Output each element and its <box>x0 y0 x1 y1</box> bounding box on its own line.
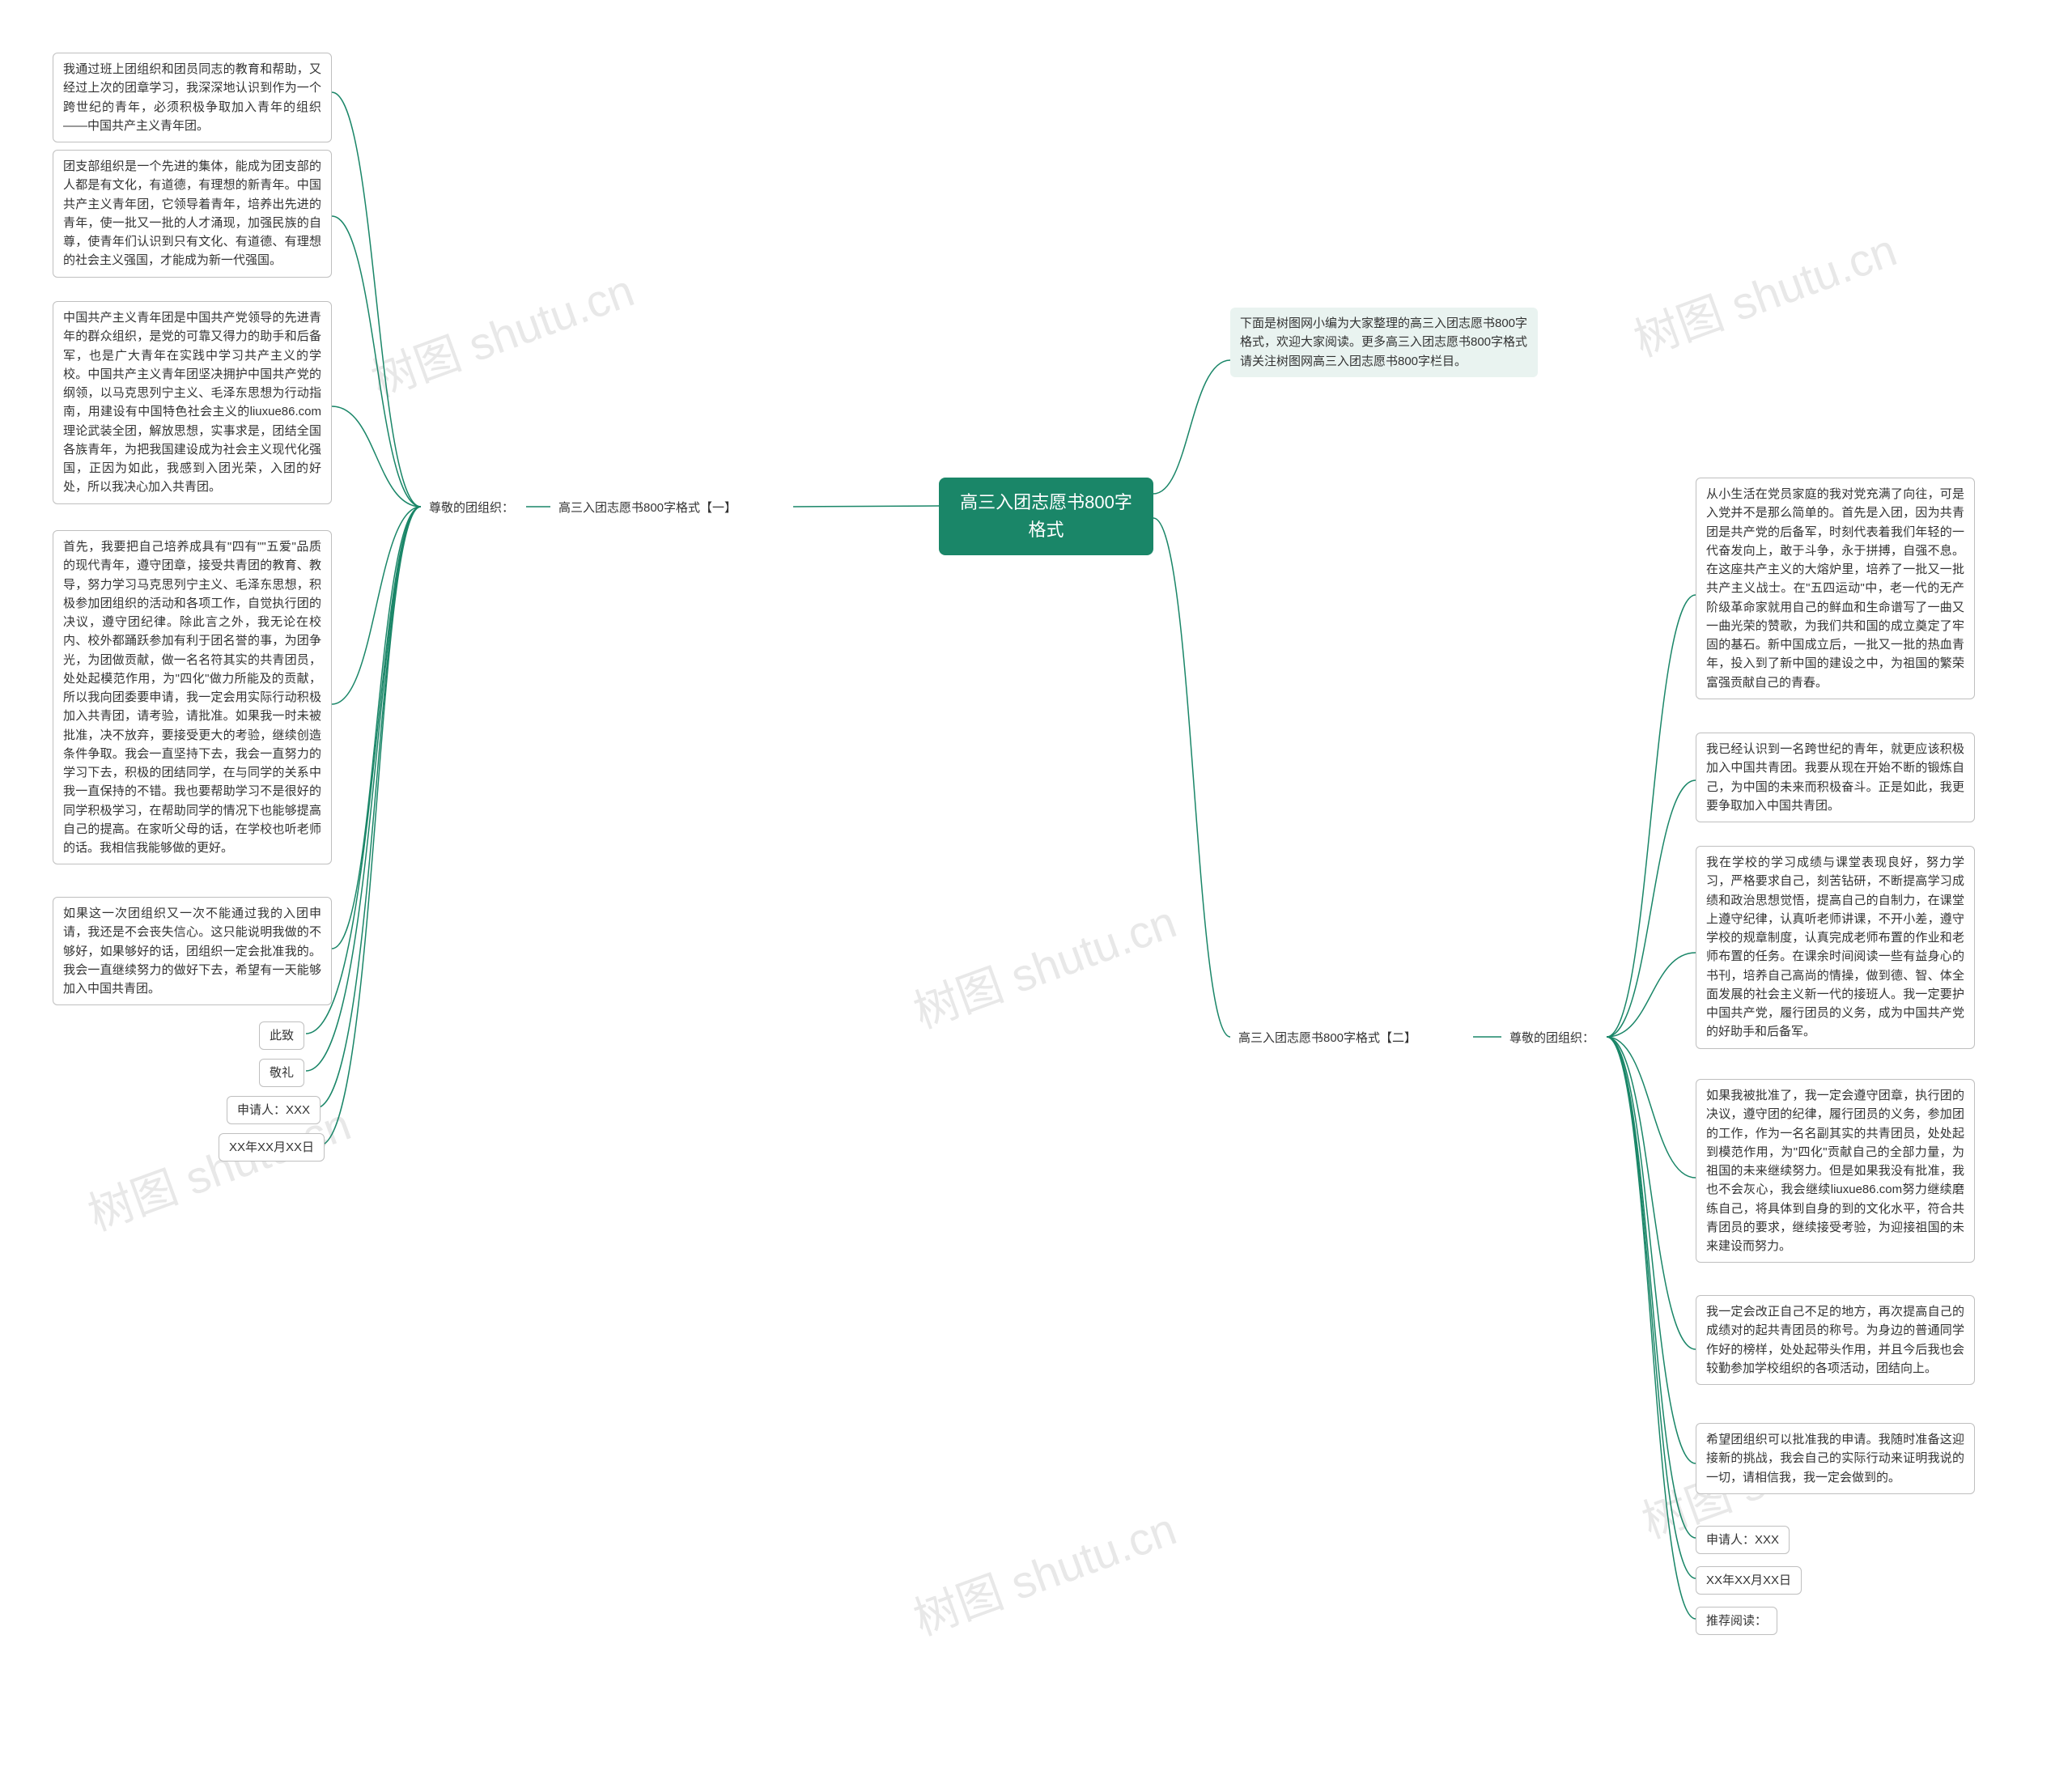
left-footer-1[interactable]: 此致 <box>259 1021 304 1050</box>
center-node[interactable]: 高三入团志愿书800字格式 <box>939 478 1153 555</box>
leaf-text: 申请人：XXX <box>237 1103 310 1117</box>
watermark: 树图 shutu.cn <box>361 254 642 410</box>
leaf-text: 如果这一次团组织又一次不能通过我的入团申请，我还是不会丧失信心。这只能说明我做的… <box>63 907 321 996</box>
right-sub-label: 尊敬的团组织： <box>1509 1031 1594 1045</box>
left-footer-3[interactable]: 申请人：XXX <box>227 1096 321 1124</box>
right-para-1[interactable]: 从小生活在党员家庭的我对党充满了向往，可是入党并不是那么简单的。首先是入团，因为… <box>1696 478 1975 699</box>
leaf-text: 从小生活在党员家庭的我对党充满了向往，可是入党并不是那么简单的。首先是入团，因为… <box>1706 487 1964 690</box>
leaf-text: 我在学校的学习成绩与课堂表现良好，努力学习，严格要求自己，刻苦钻研，不断提高学习… <box>1706 856 1964 1038</box>
leaf-text: 首先，我要把自己培养成具有"四有""五爱"品质的现代青年，遵守团章，接受共青团的… <box>63 540 321 855</box>
leaf-text: XX年XX月XX日 <box>1706 1574 1791 1587</box>
right-footer-2[interactable]: XX年XX月XX日 <box>1696 1566 1802 1595</box>
watermark: 树图 shutu.cn <box>1624 214 1904 369</box>
leaf-text: 希望团组织可以批准我的申请。我随时准备这迎接新的挑战，我会自己的实际行动来证明我… <box>1706 1433 1964 1484</box>
leaf-text: 敬礼 <box>270 1066 294 1080</box>
left-para-1[interactable]: 我通过班上团组织和团员同志的教育和帮助，又经过上次的团章学习，我深深地认识到作为… <box>53 53 332 142</box>
watermark: 树图 shutu.cn <box>903 886 1184 1041</box>
leaf-text: 申请人：XXX <box>1706 1533 1779 1547</box>
leaf-text: 我一定会改正自己不足的地方，再次提高自己的成绩对的起共青团员的称号。为身边的普通… <box>1706 1305 1964 1375</box>
right-branch[interactable]: 高三入团志愿书800字格式【二】 <box>1230 1024 1473 1052</box>
left-footer-4[interactable]: XX年XX月XX日 <box>219 1133 325 1162</box>
left-sub-label: 尊敬的团组织： <box>429 501 514 515</box>
intro-text: 下面是树图网小编为大家整理的高三入团志愿书800字格式，欢迎大家阅读。更多高三入… <box>1240 316 1527 368</box>
right-para-2[interactable]: 我已经认识到一名跨世纪的青年，就更应该积极加入中国共青团。我要从现在开始不断的锻… <box>1696 733 1975 822</box>
right-footer-1[interactable]: 申请人：XXX <box>1696 1526 1790 1554</box>
watermark: 树图 shutu.cn <box>903 1493 1184 1648</box>
leaf-text: 中国共产主义青年团是中国共产党领导的先进青年的群众组织，是党的可靠又得力的助手和… <box>63 311 321 494</box>
leaf-text: 我通过班上团组织和团员同志的教育和帮助，又经过上次的团章学习，我深深地认识到作为… <box>63 62 321 133</box>
leaf-text: 推荐阅读： <box>1706 1614 1767 1628</box>
right-branch-label: 高三入团志愿书800字格式【二】 <box>1238 1031 1416 1045</box>
leaf-text: 如果我被批准了，我一定会遵守团章，执行团的决议，遵守团的纪律，履行团员的义务，参… <box>1706 1089 1964 1253</box>
left-para-2[interactable]: 团支部组织是一个先进的集体，能成为团支部的人都是有文化，有道德，有理想的新青年。… <box>53 150 332 278</box>
left-branch-label: 高三入团志愿书800字格式【一】 <box>558 501 737 515</box>
left-para-4[interactable]: 首先，我要把自己培养成具有"四有""五爱"品质的现代青年，遵守团章，接受共青团的… <box>53 530 332 864</box>
intro-node[interactable]: 下面是树图网小编为大家整理的高三入团志愿书800字格式，欢迎大家阅读。更多高三入… <box>1230 308 1538 377</box>
center-title: 高三入团志愿书800字格式 <box>960 492 1132 540</box>
left-footer-2[interactable]: 敬礼 <box>259 1059 304 1087</box>
right-sub[interactable]: 尊敬的团组织： <box>1501 1024 1607 1052</box>
left-branch[interactable]: 高三入团志愿书800字格式【一】 <box>550 494 793 522</box>
right-para-6[interactable]: 希望团组织可以批准我的申请。我随时准备这迎接新的挑战，我会自己的实际行动来证明我… <box>1696 1423 1975 1494</box>
left-para-5[interactable]: 如果这一次团组织又一次不能通过我的入团申请，我还是不会丧失信心。这只能说明我做的… <box>53 897 332 1005</box>
leaf-text: 我已经认识到一名跨世纪的青年，就更应该积极加入中国共青团。我要从现在开始不断的锻… <box>1706 742 1964 813</box>
leaf-text: XX年XX月XX日 <box>229 1140 314 1154</box>
right-para-3[interactable]: 我在学校的学习成绩与课堂表现良好，努力学习，严格要求自己，刻苦钻研，不断提高学习… <box>1696 846 1975 1049</box>
left-sub[interactable]: 尊敬的团组织： <box>421 494 526 522</box>
right-para-5[interactable]: 我一定会改正自己不足的地方，再次提高自己的成绩对的起共青团员的称号。为身边的普通… <box>1696 1295 1975 1385</box>
left-para-3[interactable]: 中国共产主义青年团是中国共产党领导的先进青年的群众组织，是党的可靠又得力的助手和… <box>53 301 332 504</box>
right-footer-3[interactable]: 推荐阅读： <box>1696 1607 1777 1635</box>
leaf-text: 团支部组织是一个先进的集体，能成为团支部的人都是有文化，有道德，有理想的新青年。… <box>63 159 321 267</box>
leaf-text: 此致 <box>270 1029 294 1043</box>
right-para-4[interactable]: 如果我被批准了，我一定会遵守团章，执行团的决议，遵守团的纪律，履行团员的义务，参… <box>1696 1079 1975 1263</box>
